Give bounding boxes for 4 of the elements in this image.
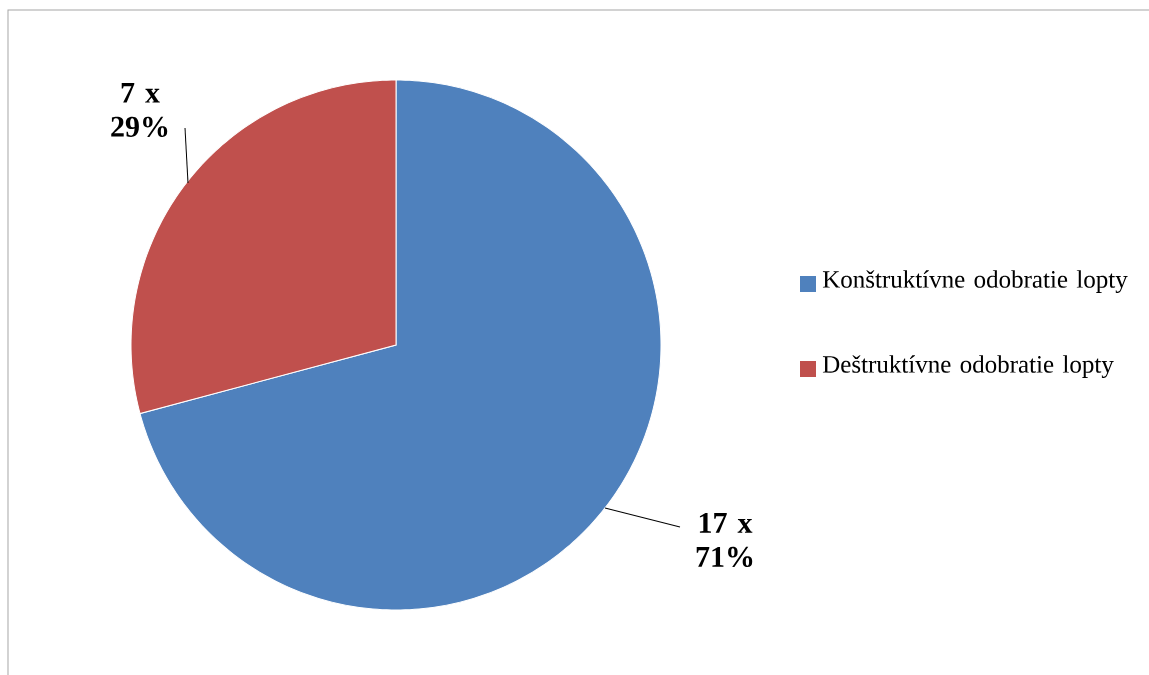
legend-label: Konštruktívne odobratie lopty (822, 270, 1128, 293)
data-label: 17 x 71% (696, 512, 753, 568)
legend-label: Deštruktívne odobratie lopty (822, 355, 1114, 378)
data-label: 7 x 29% (111, 82, 168, 138)
